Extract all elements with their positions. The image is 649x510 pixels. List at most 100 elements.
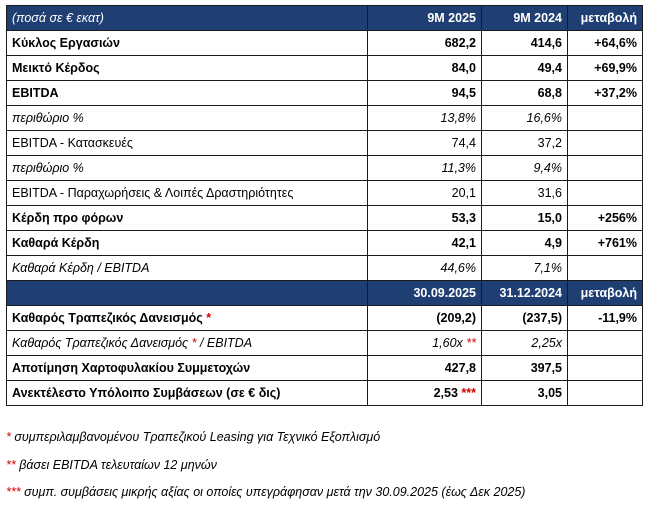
row-label: EBITDA - Κατασκευές xyxy=(6,130,368,156)
header-change: μεταβολή xyxy=(567,5,643,31)
table-row: Κύκλος Εργασιών 682,2 414,6 +64,6% xyxy=(6,30,643,56)
footnotes: * συμπεριλαμβανομένου Τραπεζικού Leasing… xyxy=(6,427,525,510)
header-30-09-2025: 30.09.2025 xyxy=(367,280,482,306)
value-31-12-2024: 397,5 xyxy=(481,355,568,381)
value-9m-2024: 68,8 xyxy=(481,80,568,106)
row-label: Καθαρά Κέρδη xyxy=(6,230,368,256)
value-30-09-2025: 2,53 xyxy=(433,386,458,400)
value-change: +64,6% xyxy=(567,30,643,56)
row-label-cell: Καθαρός Τραπεζικός Δανεισμός * xyxy=(6,305,368,331)
value-9m-2024: 49,4 xyxy=(481,55,568,81)
value-change: +761% xyxy=(567,230,643,256)
value-change xyxy=(567,180,643,206)
row-label: περιθώριο % xyxy=(6,105,368,131)
value-31-12-2024: 2,25x xyxy=(481,330,568,356)
financial-results-table: (ποσά σε € εκατ) 9M 2025 9M 2024 μεταβολ… xyxy=(6,5,643,406)
table-row: Μεικτό Κέρδος 84,0 49,4 +69,9% xyxy=(6,55,643,81)
value-31-12-2024: 3,05 xyxy=(481,380,568,406)
value-9m-2025: 74,4 xyxy=(367,130,482,156)
header-9m-2024: 9M 2024 xyxy=(481,5,568,31)
value-change xyxy=(567,130,643,156)
footnote-marker: * xyxy=(6,430,11,444)
value-change: -11,9% xyxy=(567,305,643,331)
value-change xyxy=(567,155,643,181)
value-9m-2025: 53,3 xyxy=(367,205,482,231)
value-change: +69,9% xyxy=(567,55,643,81)
value-30-09-2025-cell: 2,53 *** xyxy=(367,380,482,406)
value-9m-2025: 84,0 xyxy=(367,55,482,81)
row-label: περιθώριο % xyxy=(6,155,368,181)
value-9m-2024: 15,0 xyxy=(481,205,568,231)
row-label: Ανεκτέλεστο Υπόλοιπο Συμβάσεων (σε € δις… xyxy=(12,386,281,400)
table-row: Καθαρά Κέρδη / EBITDA 44,6% 7,1% xyxy=(6,255,643,281)
value-30-09-2025-cell: 1,60x ** xyxy=(367,330,482,356)
value-30-09-2025: 427,8 xyxy=(444,361,476,375)
value-9m-2025: 11,3% xyxy=(367,155,482,181)
value-change xyxy=(567,105,643,131)
value-30-09-2025-cell: 427,8 xyxy=(367,355,482,381)
row-label: EBITDA xyxy=(6,80,368,106)
row-label: Αποτίμηση Χαρτοφυλακίου Συμμετοχών xyxy=(12,361,251,375)
row-label: Μεικτό Κέρδος xyxy=(6,55,368,81)
row-label: Καθαρά Κέρδη / EBITDA xyxy=(6,255,368,281)
value-9m-2024: 4,9 xyxy=(481,230,568,256)
header-units-label: (ποσά σε € εκατ) xyxy=(6,5,368,31)
footnote-text: συμπ. συμβάσεις μικρής αξίας οι οποίες υ… xyxy=(20,485,526,499)
value-30-09-2025: 1,60x xyxy=(432,336,463,350)
row-label-suffix: / EBITDA xyxy=(196,336,253,350)
table-row: EBITDA - Κατασκευές 74,4 37,2 xyxy=(6,130,643,156)
value-31-12-2024: (237,5) xyxy=(481,305,568,331)
table-row: περιθώριο % 13,8% 16,6% xyxy=(6,105,643,131)
value-9m-2025: 94,5 xyxy=(367,80,482,106)
header-change-2: μεταβολή xyxy=(567,280,643,306)
table-row: EBITDA - Παραχωρήσεις & Λοιπές Δραστηριό… xyxy=(6,180,643,206)
value-change xyxy=(567,380,643,406)
footnote: ** βάσει EBITDA τελευταίων 12 μηνών xyxy=(6,455,525,483)
value-9m-2024: 31,6 xyxy=(481,180,568,206)
row-label: EBITDA - Παραχωρήσεις & Λοιπές Δραστηριό… xyxy=(6,180,368,206)
row-label-cell: Αποτίμηση Χαρτοφυλακίου Συμμετοχών xyxy=(6,355,368,381)
table-row: περιθώριο % 11,3% 9,4% xyxy=(6,155,643,181)
value-30-09-2025: (209,2) xyxy=(436,311,476,325)
footnote-text: συμπεριλαμβανομένου Τραπεζικού Leasing γ… xyxy=(10,430,381,444)
table-row: Καθαρός Τραπεζικός Δανεισμός * / EBITDA 1… xyxy=(6,330,643,356)
value-9m-2024: 7,1% xyxy=(481,255,568,281)
footnote: *** συμπ. συμβάσεις μικρής αξίας οι οποί… xyxy=(6,482,525,510)
value-9m-2024: 414,6 xyxy=(481,30,568,56)
table-row: EBITDA 94,5 68,8 +37,2% xyxy=(6,80,643,106)
value-9m-2025: 682,2 xyxy=(367,30,482,56)
value-change xyxy=(567,255,643,281)
footnote-marker: *** xyxy=(6,485,21,499)
footnote-marker: *** xyxy=(457,386,476,400)
header-31-12-2024: 31.12.2024 xyxy=(481,280,568,306)
table-row: Καθαρά Κέρδη 42,1 4,9 +761% xyxy=(6,230,643,256)
row-label: Καθαρός Τραπεζικός Δανεισμός xyxy=(12,311,203,325)
row-label: Καθαρός Τραπεζικός Δανεισμός xyxy=(12,336,189,350)
value-change xyxy=(567,330,643,356)
value-9m-2025: 13,8% xyxy=(367,105,482,131)
table-row: Καθαρός Τραπεζικός Δανεισμός * (209,2) (23… xyxy=(6,305,643,331)
value-9m-2025: 44,6% xyxy=(367,255,482,281)
footnote-marker: * xyxy=(202,311,212,325)
row-label-cell: Καθαρός Τραπεζικός Δανεισμός * / EBITDA xyxy=(6,330,368,356)
value-change: +256% xyxy=(567,205,643,231)
value-9m-2024: 37,2 xyxy=(481,130,568,156)
table-header-balance: 30.09.2025 31.12.2024 μεταβολή xyxy=(6,280,643,306)
value-9m-2025: 42,1 xyxy=(367,230,482,256)
header-balance-label xyxy=(6,280,368,306)
value-9m-2024: 9,4% xyxy=(481,155,568,181)
header-9m-2025: 9M 2025 xyxy=(367,5,482,31)
footnote-marker: * xyxy=(188,336,197,350)
footnote-marker: ** xyxy=(6,457,16,472)
footnote-text: βάσει EBITDA τελευταίων 12 μηνών xyxy=(15,457,217,472)
row-label: Κύκλος Εργασιών xyxy=(6,30,368,56)
row-label-cell: Ανεκτέλεστο Υπόλοιπο Συμβάσεων (σε € δις… xyxy=(6,380,368,406)
value-30-09-2025-cell: (209,2) xyxy=(367,305,482,331)
value-9m-2025: 20,1 xyxy=(367,180,482,206)
table-header-period: (ποσά σε € εκατ) 9M 2025 9M 2024 μεταβολ… xyxy=(6,5,643,31)
value-9m-2024: 16,6% xyxy=(481,105,568,131)
footnote-marker: ** xyxy=(462,336,476,350)
footnote: * συμπεριλαμβανομένου Τραπεζικού Leasing… xyxy=(6,427,525,455)
row-label: Κέρδη προ φόρων xyxy=(6,205,368,231)
value-change xyxy=(567,355,643,381)
